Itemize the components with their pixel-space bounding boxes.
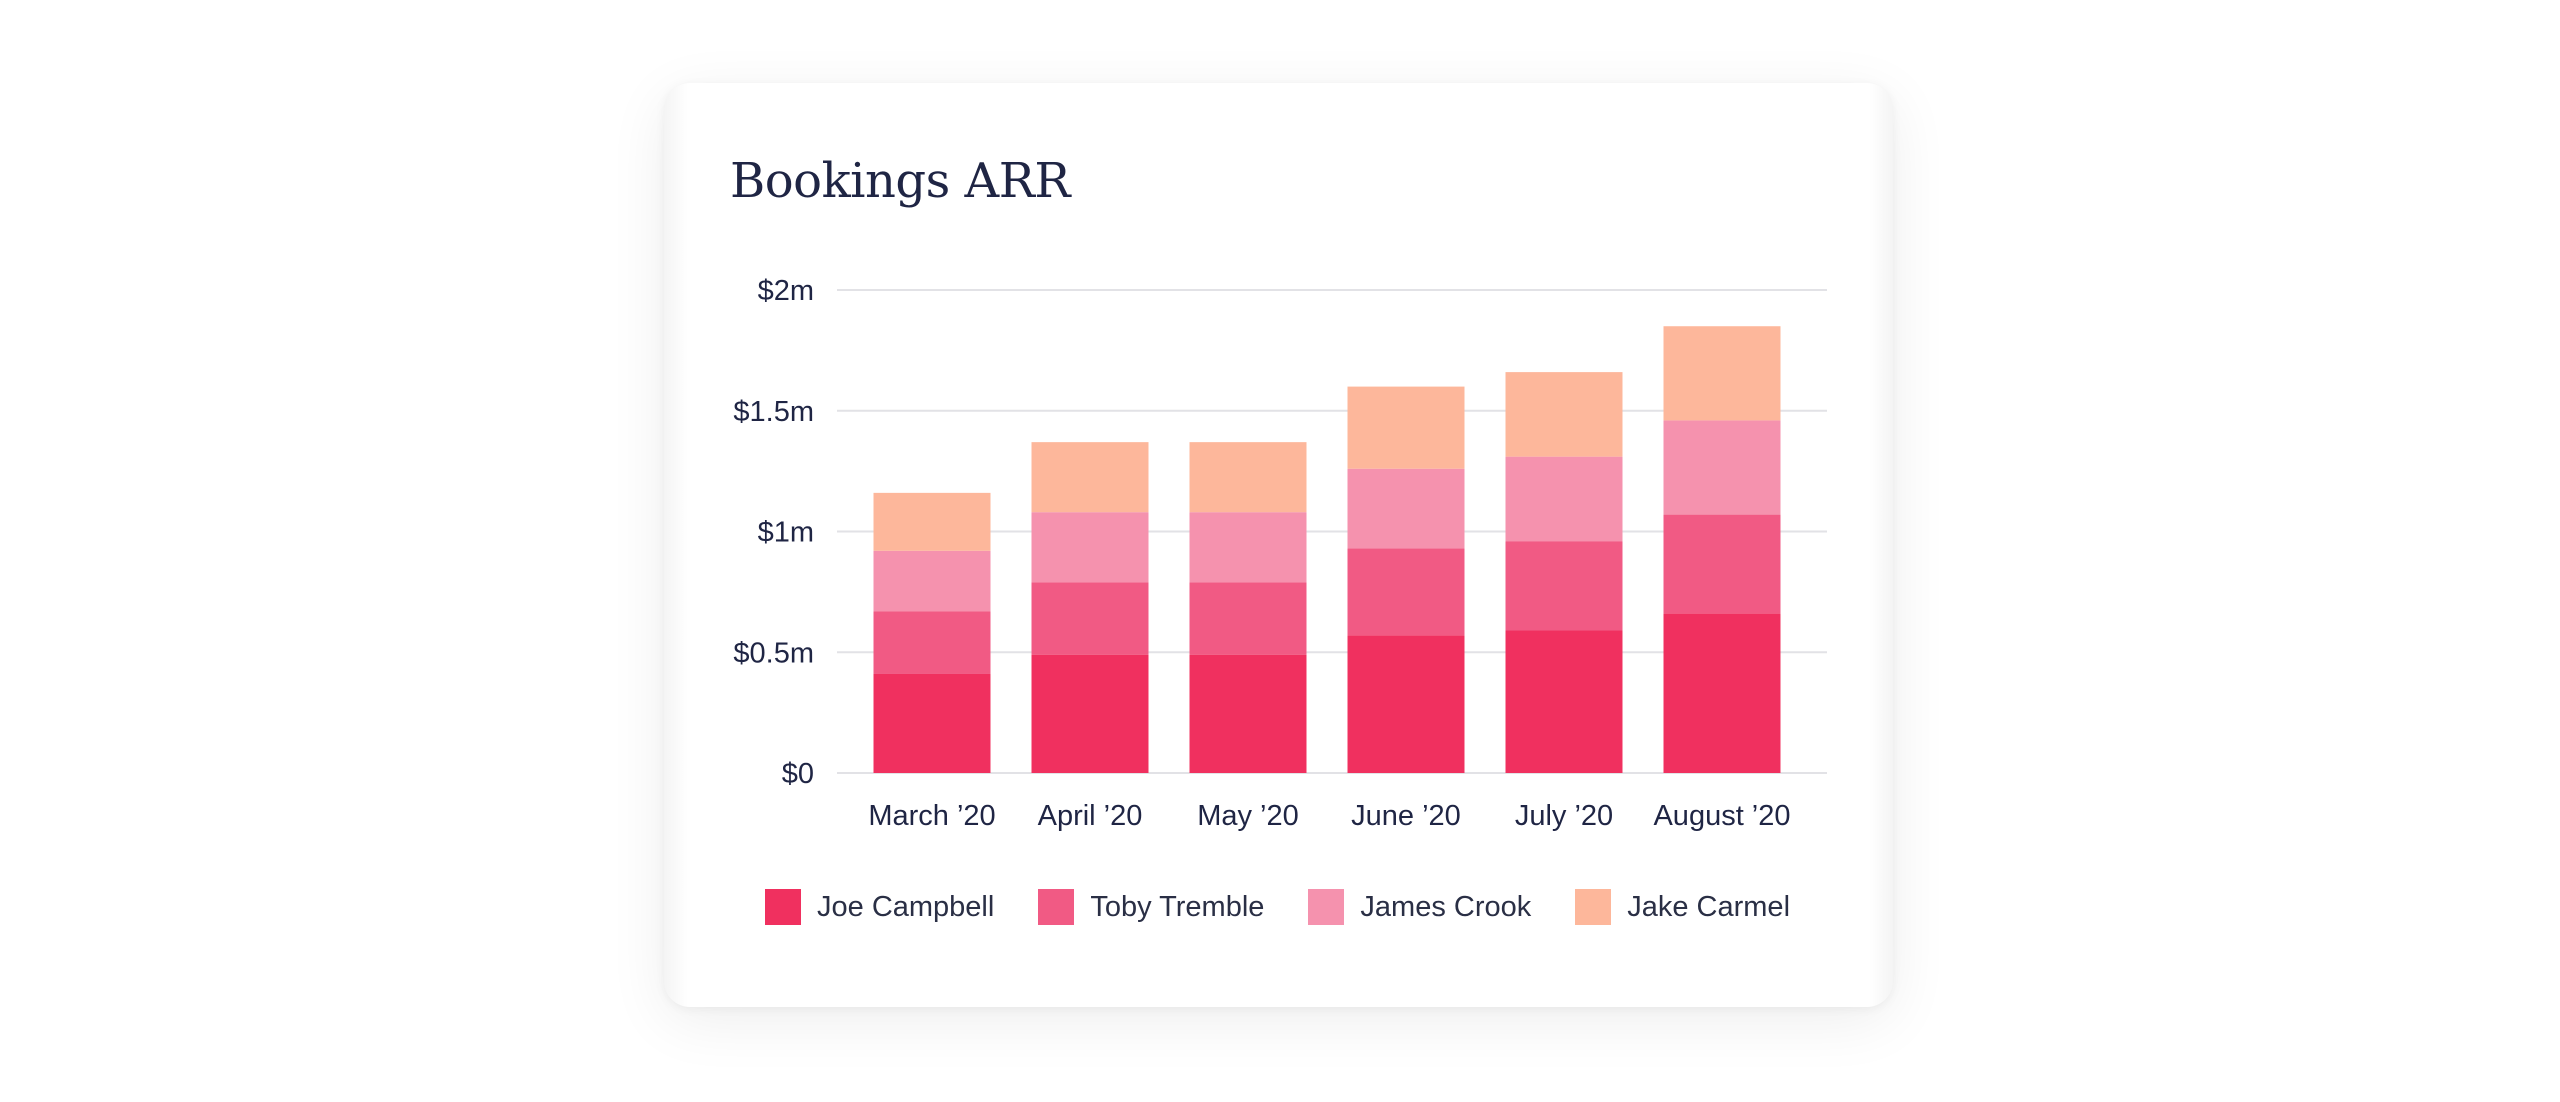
chart-title: Bookings ARR	[730, 153, 1070, 209]
bar-segment	[1189, 512, 1307, 583]
bar-segment	[1505, 630, 1623, 773]
bar-segment	[1663, 613, 1781, 773]
legend-swatch	[765, 889, 801, 925]
x-tick-label: August ’20	[1653, 800, 1790, 832]
y-tick-label: $1m	[758, 517, 814, 549]
legend-item: Toby Tremble	[1038, 889, 1264, 925]
legend-item: Jake Carmel	[1575, 889, 1790, 925]
legend-label: Jake Carmel	[1627, 890, 1791, 923]
legend-item: Joe Campbell	[765, 889, 994, 925]
x-tick-label: July ’20	[1515, 800, 1613, 832]
legend-item: James Crook	[1308, 889, 1531, 925]
bar-segment	[1505, 372, 1623, 457]
bar-segment	[1347, 386, 1465, 469]
x-tick-label: June ’20	[1351, 800, 1461, 832]
legend-label: Toby Tremble	[1090, 890, 1265, 923]
bar-segment	[873, 673, 991, 773]
y-tick-label: $1.5m	[733, 396, 814, 428]
y-tick-label: $0.5m	[733, 637, 814, 669]
legend-swatch	[1038, 889, 1075, 925]
bar-segment	[1347, 548, 1465, 636]
legend-swatch	[1308, 889, 1345, 925]
bar-segment	[1031, 582, 1149, 655]
y-axis-ticks: $0 $0.5m $1m $1.5m $2m	[733, 275, 814, 790]
x-tick-label: April ’20	[1038, 800, 1143, 832]
bar-segment	[1663, 326, 1781, 421]
bar-segment	[1347, 635, 1465, 773]
bar-segment	[1505, 541, 1623, 631]
bar-segment	[1031, 442, 1149, 513]
bar-segment	[1189, 582, 1307, 655]
bar-segment	[1031, 654, 1149, 773]
stacked-bar-chart: $0 $0.5m $1m $1.5m $2m March ’20 April ’20 May…	[733, 275, 1827, 832]
bar-segment	[1031, 512, 1149, 583]
y-tick-label: $0	[782, 758, 814, 790]
bar-segment	[1189, 442, 1307, 513]
bar-segment	[873, 611, 991, 674]
bar-segment	[1189, 654, 1307, 773]
chart-card: Bookings ARR $0 $0.5m $1m $1.5m $2m March ’2…	[664, 83, 1893, 1007]
grid-lines	[837, 289, 1827, 774]
bar-segment	[873, 550, 991, 612]
bar-segment	[1663, 514, 1781, 614]
legend-label: James Crook	[1360, 890, 1532, 923]
y-tick-label: $2m	[758, 275, 814, 307]
legend-swatch	[1575, 889, 1612, 925]
bar-segment	[1505, 456, 1623, 542]
x-axis-ticks: March ’20 April ’20 May ’20 June ’20 July ’2…	[868, 800, 1790, 832]
bars	[873, 326, 1781, 773]
legend-label: Joe Campbell	[817, 890, 995, 923]
bar-segment	[1347, 468, 1465, 549]
legend: Joe Campbell Toby Tremble James Crook Jake …	[765, 889, 1834, 925]
x-tick-label: May ’20	[1197, 800, 1299, 832]
bar-segment	[1663, 420, 1781, 515]
x-tick-label: March ’20	[868, 800, 995, 832]
bar-segment	[873, 492, 991, 551]
